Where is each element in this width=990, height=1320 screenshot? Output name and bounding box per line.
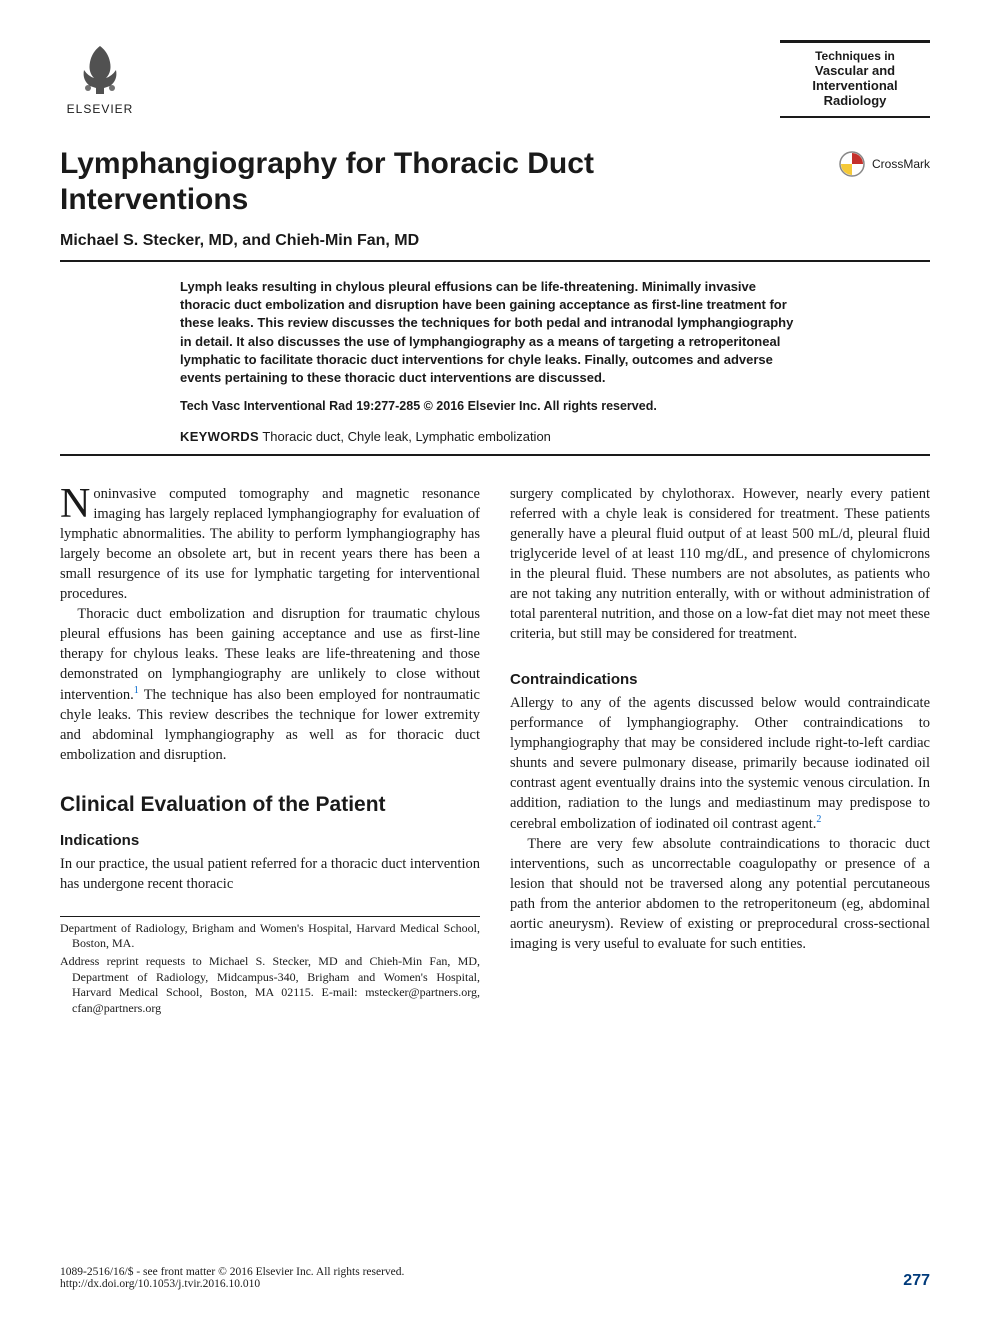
footnote-affiliation: Department of Radiology, Brigham and Wom… bbox=[60, 921, 480, 952]
section-heading-clinical: Clinical Evaluation of the Patient bbox=[60, 793, 480, 817]
crossmark-icon bbox=[838, 150, 866, 178]
contra-paragraph-1: Allergy to any of the agents discussed b… bbox=[510, 693, 930, 834]
reference-link-2[interactable]: 2 bbox=[816, 814, 821, 825]
journal-title-box: Techniques in Vascular and Interventiona… bbox=[780, 40, 930, 118]
footer-left: 1089-2516/16/$ - see front matter © 2016… bbox=[60, 1266, 404, 1290]
keywords-list: Thoracic duct, Chyle leak, Lymphatic emb… bbox=[262, 429, 551, 444]
elsevier-tree-icon bbox=[70, 40, 130, 98]
footnotes: Department of Radiology, Brigham and Wom… bbox=[60, 921, 480, 1017]
footnote-reprint: Address reprint requests to Michael S. S… bbox=[60, 954, 480, 1016]
contra-paragraph-2: There are very few absolute contraindica… bbox=[510, 834, 930, 954]
subheading-contraindications: Contraindications bbox=[510, 670, 930, 691]
article-title: Lymphangiography for Thoracic Duct Inter… bbox=[60, 146, 740, 218]
contra-p1-text: Allergy to any of the agents discussed b… bbox=[510, 695, 930, 832]
footnote-rule bbox=[60, 916, 480, 917]
body-columns: Noninvasive computed tomography and magn… bbox=[60, 484, 930, 1018]
journal-line: Techniques in bbox=[784, 49, 926, 63]
subheading-indications: Indications bbox=[60, 831, 480, 852]
crossmark-badge[interactable]: CrossMark bbox=[838, 150, 930, 178]
page-header: ELSEVIER Techniques in Vascular and Inte… bbox=[60, 40, 930, 118]
crossmark-label: CrossMark bbox=[872, 157, 930, 171]
journal-line: Radiology bbox=[784, 93, 926, 108]
abstract: Lymph leaks resulting in chylous pleural… bbox=[180, 278, 800, 387]
title-row: Lymphangiography for Thoracic Duct Inter… bbox=[60, 146, 930, 218]
intro-p1-text: oninvasive computed tomography and magne… bbox=[60, 486, 480, 602]
keywords-row: KEYWORDS Thoracic duct, Chyle leak, Lymp… bbox=[180, 429, 930, 444]
indications-continuation: surgery complicated by chylothorax. Howe… bbox=[510, 484, 930, 644]
intro-paragraph-1: Noninvasive computed tomography and magn… bbox=[60, 484, 480, 604]
intro-paragraph-2: Thoracic duct embolization and disruptio… bbox=[60, 604, 480, 765]
authors: Michael S. Stecker, MD, and Chieh-Min Fa… bbox=[60, 232, 930, 250]
column-left: Noninvasive computed tomography and magn… bbox=[60, 484, 480, 1018]
footer-doi: http://dx.doi.org/10.1053/j.tvir.2016.10… bbox=[60, 1278, 404, 1290]
rule-top bbox=[60, 260, 930, 262]
publisher-logo: ELSEVIER bbox=[60, 40, 140, 116]
indications-paragraph: In our practice, the usual patient refer… bbox=[60, 854, 480, 894]
footer-copyright: 1089-2516/16/$ - see front matter © 2016… bbox=[60, 1266, 404, 1278]
dropcap: N bbox=[60, 484, 93, 523]
journal-line: Interventional bbox=[784, 78, 926, 93]
citation: Tech Vasc Interventional Rad 19:277-285 … bbox=[180, 399, 800, 413]
keywords-label: KEYWORDS bbox=[180, 429, 259, 444]
column-right: surgery complicated by chylothorax. Howe… bbox=[510, 484, 930, 1018]
journal-line: Vascular and bbox=[784, 63, 926, 78]
page-number: 277 bbox=[903, 1272, 930, 1290]
rule-bottom bbox=[60, 454, 930, 456]
page-footer: 1089-2516/16/$ - see front matter © 2016… bbox=[60, 1266, 930, 1290]
publisher-name: ELSEVIER bbox=[67, 102, 134, 116]
